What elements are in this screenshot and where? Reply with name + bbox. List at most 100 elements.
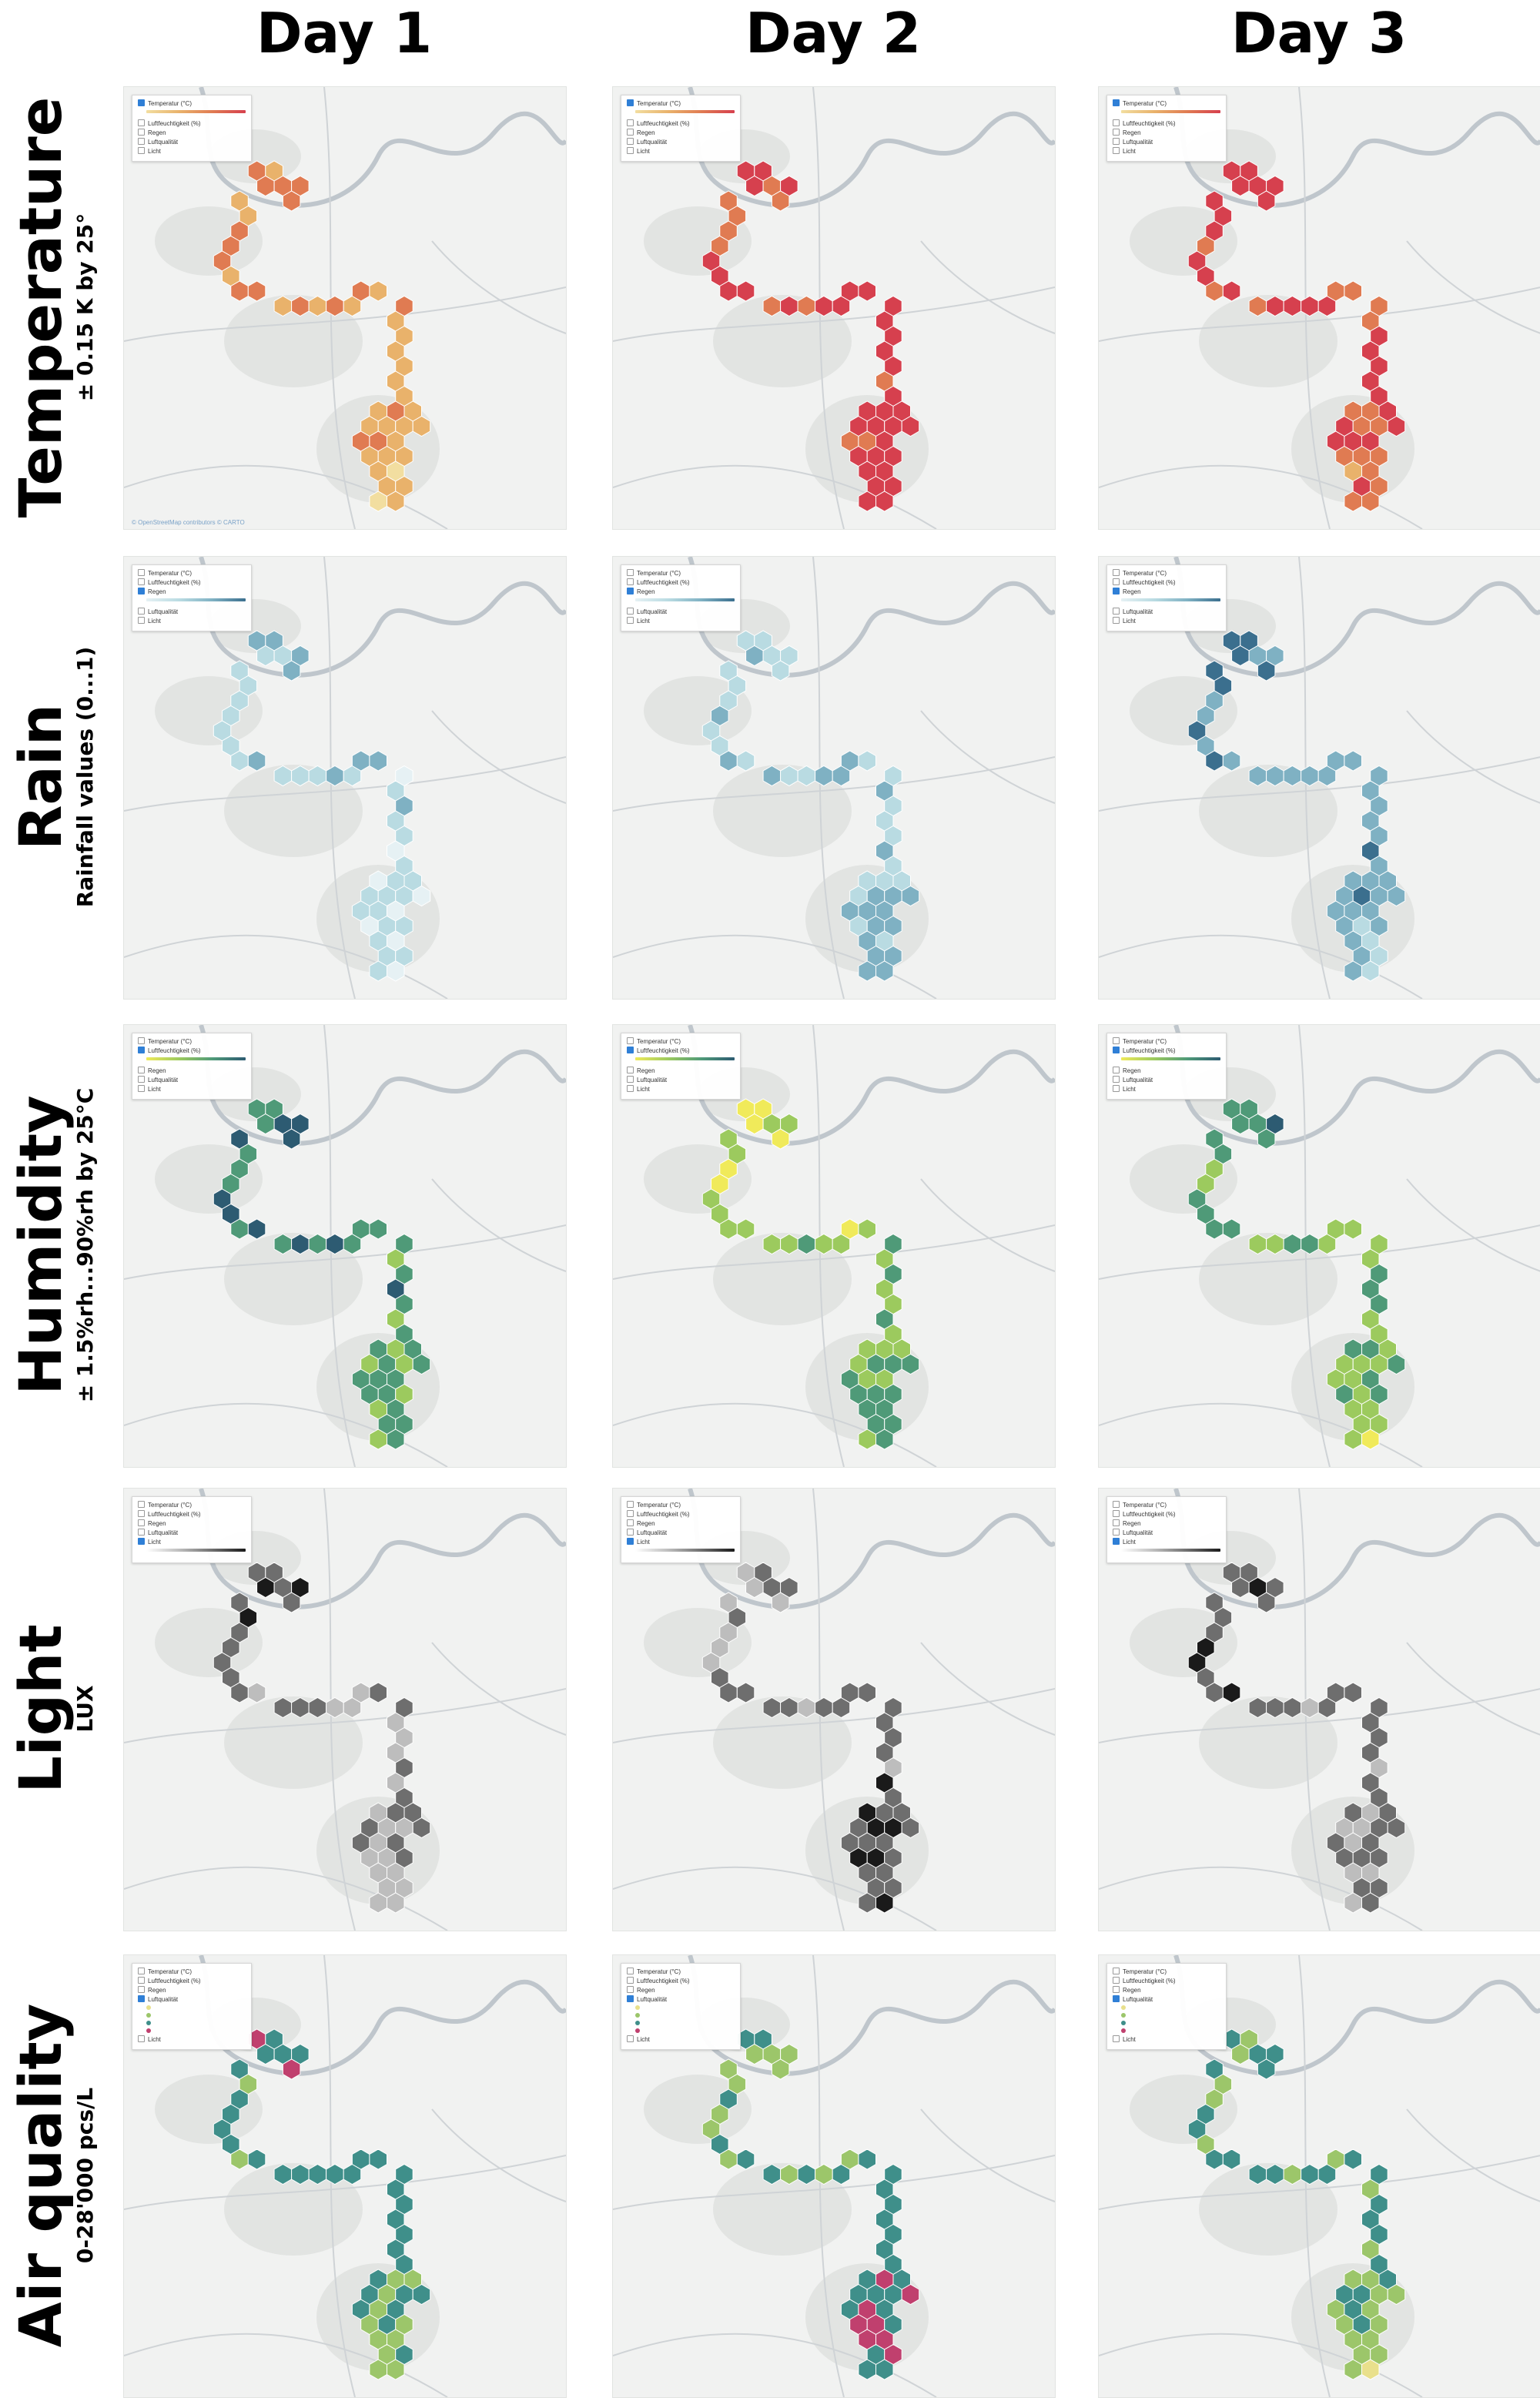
map-panel-humidity-day-3[interactable]: Temperatur (°C) Luftfeuchtigkeit (%) Regen… [1098,1024,1540,1468]
hex-cell[interactable] [1344,2148,1362,2170]
hex-cell[interactable] [858,1682,876,1703]
legend-layer-item[interactable]: Temperatur (°C) [1113,1968,1220,1977]
layer-checkbox[interactable] [1113,1076,1120,1083]
legend-layer-item[interactable]: Temperatur (°C) [627,1968,735,1977]
legend-layer-item[interactable]: Luftfeuchtigkeit (%) [627,1047,735,1056]
legend-layer-item[interactable]: Luftfeuchtigkeit (%) [627,578,735,588]
layer-checkbox[interactable] [138,1968,145,1974]
hex-cell[interactable] [901,415,920,437]
legend-layer-item[interactable]: Regen [138,129,246,138]
hex-cell[interactable] [1361,1892,1380,1914]
layer-checkbox[interactable] [627,129,634,136]
hex-cell[interactable] [736,750,755,772]
map-panel-humidity-day-1[interactable]: Temperatur (°C) Luftfeuchtigkeit (%) Regen… [123,1024,567,1468]
hex-cell[interactable] [282,2058,301,2080]
layer-checkbox[interactable] [627,1968,634,1974]
hex-cell[interactable] [1222,1682,1241,1703]
hex-cell[interactable] [1387,1817,1406,1839]
hex-cell[interactable] [387,1428,405,1450]
legend-layer-item[interactable]: Luftqualität [1113,1076,1220,1085]
map-attribution[interactable]: © OpenStreetMap contributors © CARTO [132,519,245,526]
layer-checkbox[interactable] [138,147,145,154]
legend-layer-item[interactable]: Regen [1113,129,1220,138]
legend-layer-item[interactable]: Regen [138,1519,246,1529]
map-panel-air-day-1[interactable]: Temperatur (°C) Luftfeuchtigkeit (%) Regen… [123,1954,567,2398]
layer-legend[interactable]: Temperatur (°C) Luftfeuchtigkeit (%) Regen… [621,1496,741,1563]
hex-cell[interactable] [282,1592,301,1613]
layer-checkbox[interactable] [138,569,145,576]
layer-checkbox[interactable] [138,1529,145,1536]
layer-checkbox[interactable] [627,1037,634,1044]
hex-cell[interactable] [875,491,894,512]
hex-cell[interactable] [901,1817,920,1839]
hex-cell[interactable] [858,280,876,302]
hex-cell[interactable] [412,415,431,437]
map-panel-temperature-day-3[interactable]: Temperatur (°C) Luftfeuchtigkeit (%) Regen… [1098,86,1540,530]
legend-layer-item[interactable]: Luftqualität [1113,1529,1220,1538]
layer-checkbox[interactable] [627,617,634,624]
layer-legend[interactable]: Temperatur (°C) Luftfeuchtigkeit (%) Regen… [132,1963,252,2050]
hex-cell[interactable] [858,2148,876,2170]
layer-checkbox[interactable] [627,1510,634,1517]
legend-layer-item[interactable]: Luftqualität [627,1529,735,1538]
legend-layer-item[interactable]: Luftfeuchtigkeit (%) [1113,1510,1220,1519]
hex-cell[interactable] [901,885,920,907]
legend-layer-item[interactable]: Luftfeuchtigkeit (%) [138,1047,246,1056]
layer-checkbox[interactable] [1113,1037,1120,1044]
legend-layer-item[interactable]: Licht [1113,1085,1220,1094]
legend-layer-item[interactable]: Temperatur (°C) [1113,1037,1220,1047]
hex-cell[interactable] [1361,491,1380,512]
legend-layer-item[interactable]: Luftqualität [627,1076,735,1085]
layer-legend[interactable]: Temperatur (°C) Luftfeuchtigkeit (%) Regen… [132,1496,252,1563]
hex-cell[interactable] [282,190,301,212]
hex-cell[interactable] [1257,660,1276,682]
hex-cell[interactable] [282,1128,301,1150]
layer-checkbox[interactable] [627,588,634,594]
layer-checkbox[interactable] [1113,1519,1120,1526]
layer-legend[interactable]: Temperatur (°C) Luftfeuchtigkeit (%) Regen… [1106,1496,1227,1563]
legend-layer-item[interactable]: Regen [627,1067,735,1076]
legend-layer-item[interactable]: Regen [627,588,735,597]
hex-cell[interactable] [1222,2148,1241,2170]
map-panel-temperature-day-2[interactable]: Temperatur (°C) Luftfeuchtigkeit (%) Regen… [612,86,1056,530]
layer-checkbox[interactable] [138,99,145,106]
layer-checkbox[interactable] [1113,588,1120,594]
hex-cell[interactable] [1344,750,1362,772]
layer-checkbox[interactable] [627,99,634,106]
legend-layer-item[interactable]: Licht [1113,2035,1220,2045]
layer-checkbox[interactable] [627,119,634,126]
legend-layer-item[interactable]: Luftqualität [138,1076,246,1085]
legend-layer-item[interactable]: Regen [138,1067,246,1076]
hex-cell[interactable] [875,1892,894,1914]
legend-layer-item[interactable]: Licht [138,617,246,626]
layer-legend[interactable]: Temperatur (°C) Luftfeuchtigkeit (%) Regen… [132,95,252,162]
hex-cell[interactable] [369,2148,387,2170]
hex-cell[interactable] [369,750,387,772]
layer-checkbox[interactable] [138,1986,145,1993]
layer-checkbox[interactable] [138,1501,145,1508]
legend-layer-item[interactable]: Luftfeuchtigkeit (%) [1113,1047,1220,1056]
layer-checkbox[interactable] [138,1519,145,1526]
hex-cell[interactable] [1361,1428,1380,1450]
hex-cell[interactable] [1344,1682,1362,1703]
layer-checkbox[interactable] [138,1977,145,1984]
hex-cell[interactable] [369,1218,387,1240]
hex-cell[interactable] [369,280,387,302]
legend-layer-item[interactable]: Luftqualität [138,1995,246,2004]
map-panel-light-day-1[interactable]: Temperatur (°C) Luftfeuchtigkeit (%) Regen… [123,1488,567,1931]
layer-legend[interactable]: Temperatur (°C) Luftfeuchtigkeit (%) Regen… [132,564,252,631]
layer-checkbox[interactable] [627,1538,634,1545]
legend-layer-item[interactable]: Licht [627,617,735,626]
hex-cell[interactable] [387,491,405,512]
legend-layer-item[interactable]: Luftfeuchtigkeit (%) [627,1977,735,1986]
legend-layer-item[interactable]: Luftfeuchtigkeit (%) [1113,1977,1220,1986]
legend-layer-item[interactable]: Luftfeuchtigkeit (%) [1113,119,1220,129]
layer-checkbox[interactable] [627,2035,634,2042]
hex-cell[interactable] [412,1817,431,1839]
layer-checkbox[interactable] [1113,1067,1120,1073]
layer-checkbox[interactable] [627,1519,634,1526]
legend-layer-item[interactable]: Temperatur (°C) [627,569,735,578]
hex-cell[interactable] [771,1128,790,1150]
legend-layer-item[interactable]: Luftqualität [138,1529,246,1538]
hex-cell[interactable] [412,2283,431,2306]
